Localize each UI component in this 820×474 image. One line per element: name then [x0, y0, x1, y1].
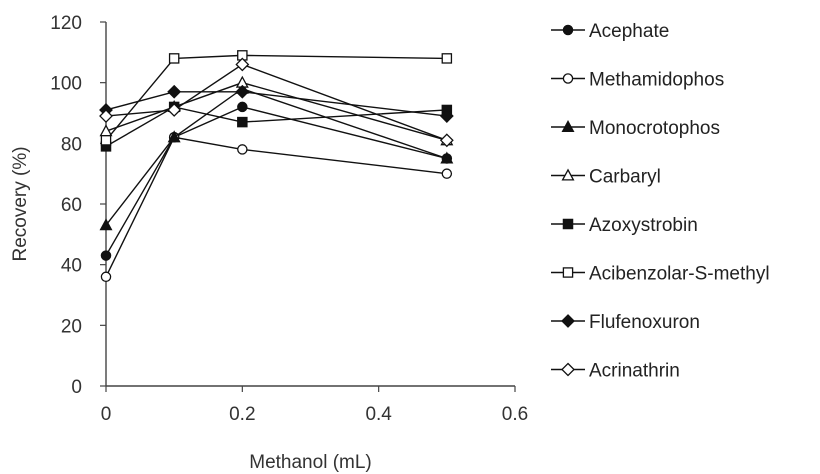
legend-marker [562, 267, 574, 278]
series-line [105, 81, 448, 141]
legend-item-monocrotophos: Monocrotophos [551, 118, 720, 139]
series-monocrotophos [99, 81, 454, 231]
x-tick-label: 0.6 [502, 404, 528, 425]
data-point [441, 168, 453, 179]
series-line [105, 106, 448, 256]
series-line [105, 87, 448, 226]
series-line [105, 54, 447, 141]
legend-label: Monocrotophos [589, 118, 720, 139]
data-point [100, 271, 112, 283]
legend-label: Acibenzolar-S-methyl [589, 264, 770, 285]
x-axis-title: Methanol (mL) [249, 452, 372, 473]
legend-item-acrinathrin: Acrinathrin [551, 361, 680, 382]
data-point [100, 135, 112, 146]
legend-marker [562, 24, 574, 36]
y-tick-label: 60 [61, 195, 82, 216]
series-flufenoxuron [99, 84, 454, 123]
data-point [237, 101, 248, 113]
data-point [235, 84, 250, 99]
legend-label: Methamidophos [589, 70, 724, 91]
data-point [439, 109, 454, 123]
legend-label: Acrinathrin [589, 361, 680, 382]
legend-marker [562, 218, 574, 230]
y-tick-label: 20 [61, 316, 82, 337]
y-tick-label: 0 [71, 377, 82, 398]
legend-marker [561, 362, 575, 377]
data-point [99, 109, 113, 123]
y-tick-label: 40 [61, 256, 82, 277]
series-acephate [100, 101, 453, 261]
data-point [440, 151, 454, 164]
legend-item-methamidophos: Methamidophos [551, 70, 724, 91]
data-point [235, 57, 250, 72]
series-line [105, 106, 447, 147]
y-tick-label: 100 [50, 74, 82, 95]
series-line [105, 63, 448, 141]
legend-marker [561, 314, 575, 328]
legend-marker [561, 120, 575, 133]
series-line [105, 91, 447, 117]
legend-item-flufenoxuron: Flufenoxuron [551, 312, 700, 333]
series-group [99, 50, 454, 283]
legend-label: Azoxystrobin [589, 215, 698, 236]
data-point [99, 218, 113, 231]
y-tick-label: 120 [50, 13, 82, 34]
legend-item-acephate: Acephate [551, 21, 669, 42]
data-point [99, 124, 113, 137]
data-point [439, 133, 454, 148]
data-point [167, 103, 182, 117]
legend-label: Flufenoxuron [589, 312, 700, 333]
data-point [168, 53, 180, 64]
legend-label: Carbaryl [589, 167, 661, 188]
series-methamidophos [100, 132, 453, 283]
data-point [237, 144, 248, 155]
data-point [100, 250, 112, 261]
data-point [167, 130, 181, 143]
legend-marker [561, 168, 575, 181]
x-tick-label: 0 [101, 404, 112, 425]
ticks: 0 20 40 60 80 100 120 0 0.2 0.4 0.6 [50, 13, 528, 425]
axes [105, 22, 515, 387]
y-tick-label: 80 [61, 134, 82, 155]
data-point [167, 84, 182, 99]
legend-marker [562, 73, 574, 84]
y-axis-title: Recovery (%) [10, 146, 31, 261]
x-tick-label: 0.2 [229, 404, 255, 425]
data-point [441, 53, 453, 64]
legend-item-carbaryl: Carbaryl [551, 167, 661, 188]
legend-label: Acephate [589, 21, 669, 42]
legend: Acephate Methamidophos Monocrotophos Carbar… [551, 21, 770, 382]
data-point [237, 116, 248, 128]
legend-item-azoxystrobin: Azoxystrobin [551, 215, 698, 236]
legend-item-acibenzolar-s-methyl: Acibenzolar-S-methyl [551, 264, 770, 285]
series-line [105, 136, 447, 278]
series-acrinathrin [99, 57, 454, 148]
x-tick-label: 0.4 [365, 404, 392, 425]
